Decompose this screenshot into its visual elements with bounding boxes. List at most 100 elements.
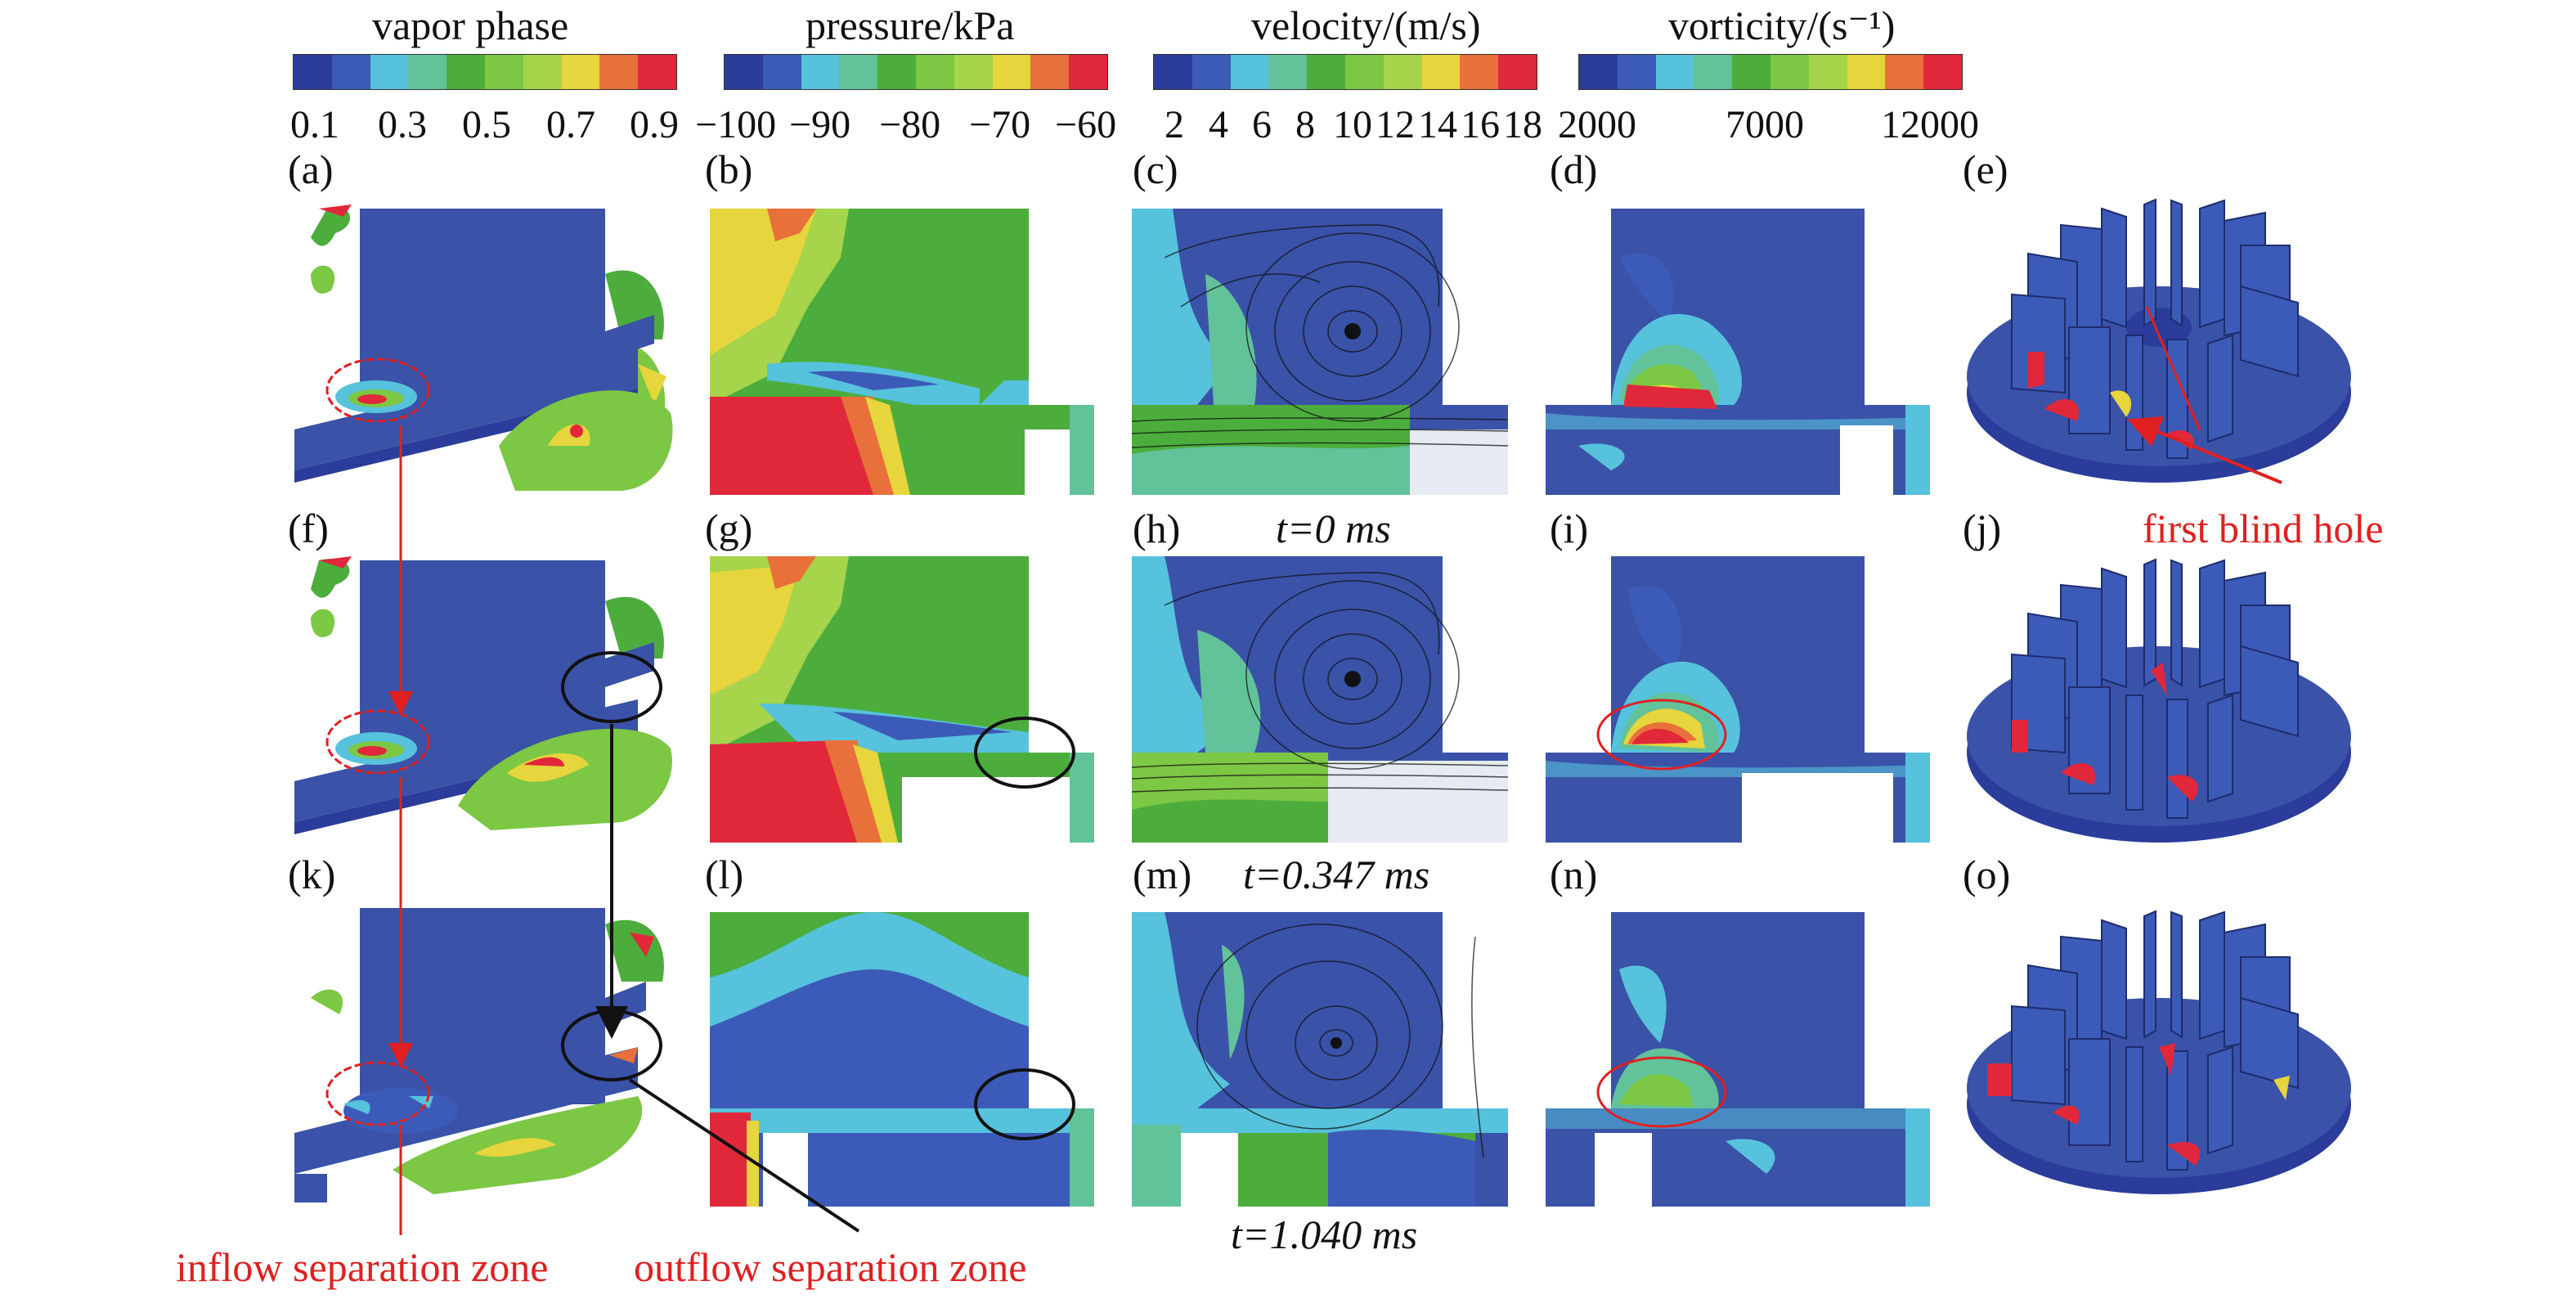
colorbar-vapor [293, 54, 677, 90]
colorbar-segment [1421, 55, 1461, 89]
pressure-panel-2 [710, 912, 1102, 1207]
impeller-panel-2 [1967, 910, 2351, 1194]
colorbar-segment [1030, 55, 1070, 89]
colorbar-segment [484, 55, 523, 89]
vorticity-panel-2 [1546, 912, 1930, 1207]
vorticity-panel-1 [1546, 556, 1930, 843]
colorbar-segment [1192, 55, 1231, 89]
colorbar-segment [1847, 55, 1886, 89]
colorbar-segment [839, 55, 878, 89]
panel-label-g: (g) [705, 506, 753, 551]
tick-velocity-6: 14 [1418, 103, 1457, 146]
panel-label-c: (c) [1133, 146, 1178, 192]
outflow-separation-label: outflow separation zone [634, 1244, 1027, 1290]
colorbar-segment [1617, 55, 1656, 89]
colorbar-title-pressure: pressure/kPa [806, 2, 1015, 48]
panel-label-f: (f) [288, 506, 329, 551]
panel-label-b: (b) [705, 146, 753, 192]
colorbar-segment [954, 55, 993, 89]
colorbar-title-vorticity: vorticity/(s⁻¹) [1668, 2, 1896, 48]
pressure-panel-1 [710, 556, 1102, 843]
colorbar-segment [1808, 55, 1847, 89]
tick-pressure-4: −60 [1055, 103, 1117, 146]
tick-velocity-3: 8 [1295, 103, 1315, 146]
tick-vapor-2: 0.5 [462, 103, 511, 146]
colorbar-segment [725, 55, 763, 89]
colorbar-segment [523, 55, 562, 89]
panel-label-d: (d) [1550, 146, 1598, 192]
panel-label-e: (e) [1963, 146, 2008, 192]
time-label-1: t=0.347 ms [1243, 852, 1430, 897]
colorbar-segment [1694, 55, 1733, 89]
colorbar-segment [1923, 55, 1962, 89]
tick-velocity-1: 4 [1209, 103, 1228, 146]
tick-velocity-5: 12 [1376, 103, 1415, 146]
colorbar-segment [561, 55, 600, 89]
tick-vapor-0: 0.1 [290, 103, 339, 146]
velocity-panel-2 [1132, 912, 1524, 1207]
colorbar-segment [915, 55, 954, 89]
inflow-separation-label: inflow separation zone [176, 1244, 549, 1290]
panel-label-o: (o) [1963, 852, 2011, 897]
colorbar-segment [1770, 55, 1809, 89]
first-blind-hole-label: first blind hole [2143, 506, 2384, 551]
colorbar-segment [877, 55, 916, 89]
tick-velocity-7: 16 [1461, 103, 1500, 146]
panel-label-a: (a) [288, 146, 334, 192]
colorbar-segment [1154, 55, 1192, 89]
impeller-panel-0 [1967, 198, 2351, 483]
vapor-phase-panel-0 [294, 205, 673, 491]
colorbar-segment [1383, 55, 1422, 89]
colorbar-segment [599, 55, 639, 89]
colorbar-title-velocity: velocity/(m/s) [1251, 2, 1481, 48]
tick-vapor-4: 0.9 [630, 103, 679, 146]
panel-label-m: (m) [1133, 852, 1192, 897]
colorbar-segment [1498, 55, 1537, 89]
time-label-0: t=0 ms [1276, 506, 1391, 551]
tick-pressure-0: −100 [695, 103, 777, 146]
colorbar-segment [1885, 55, 1924, 89]
panel-label-n: (n) [1550, 852, 1598, 897]
tick-velocity-0: 2 [1165, 103, 1184, 146]
tick-pressure-1: −90 [789, 103, 851, 146]
tick-vorticity-1: 7000 [1726, 103, 1804, 146]
colorbar-segment [992, 55, 1031, 89]
colorbar-segment [1655, 55, 1694, 89]
impeller-panel-1 [1967, 558, 2351, 843]
tick-pressure-2: −80 [879, 103, 941, 146]
vorticity-panel-0 [1546, 209, 1930, 495]
panel-label-i: (i) [1550, 506, 1589, 551]
tick-vorticity-2: 12000 [1881, 103, 1979, 146]
vapor-phase-panel-2 [294, 908, 664, 1202]
colorbar-segment [294, 55, 332, 89]
time-label-2: t=1.040 ms [1231, 1211, 1418, 1257]
colorbar-segment [331, 55, 370, 89]
panel-label-l: (l) [705, 852, 744, 897]
colorbar-segment [1230, 55, 1269, 89]
velocity-panel-0 [1131, 209, 1524, 495]
colorbar-vorticity [1578, 54, 1963, 90]
colorbar-segment [1732, 55, 1770, 89]
tick-vapor-1: 0.3 [378, 103, 427, 146]
colorbar-segment [638, 55, 676, 89]
panel-label-j: (j) [1963, 506, 2002, 551]
tick-vorticity-0: 2000 [1558, 103, 1636, 146]
panel-label-h: (h) [1133, 506, 1181, 551]
colorbar-title-vapor: vapor phase [372, 2, 569, 48]
colorbar-segment [1344, 55, 1384, 89]
tick-pressure-3: −70 [969, 103, 1031, 146]
colorbar-segment [370, 55, 409, 89]
colorbar-segment [1268, 55, 1308, 89]
colorbar-segment [447, 55, 485, 89]
tick-velocity-8: 18 [1503, 103, 1542, 146]
colorbar-segment [1579, 55, 1618, 89]
tick-velocity-4: 10 [1333, 103, 1372, 146]
colorbar-segment [1069, 55, 1107, 89]
colorbar-segment [1460, 55, 1499, 89]
colorbar-segment [1307, 55, 1345, 89]
panel-label-k: (k) [288, 852, 336, 897]
colorbar-segment [801, 55, 840, 89]
vapor-phase-panel-1 [294, 556, 672, 834]
tick-vapor-3: 0.7 [546, 103, 595, 146]
velocity-panel-1 [1131, 556, 1524, 843]
